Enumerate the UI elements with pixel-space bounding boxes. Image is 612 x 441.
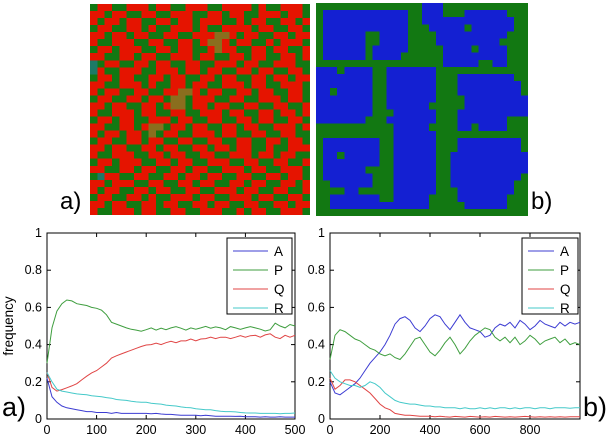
y-tick-label: 0.6 bbox=[25, 300, 42, 314]
y-tick-label: 0 bbox=[35, 412, 42, 426]
lattice-snapshot-a bbox=[90, 4, 310, 215]
legend-label-A: A bbox=[274, 244, 283, 259]
series-line-A bbox=[46, 377, 295, 418]
x-tick-label: 400 bbox=[235, 423, 256, 437]
x-tick-label: 800 bbox=[520, 423, 541, 437]
series-line-R bbox=[46, 372, 296, 415]
lattice-snapshot-b bbox=[316, 3, 528, 216]
y-tick-label: 0.6 bbox=[308, 300, 325, 314]
y-tick-label: 0.4 bbox=[308, 338, 325, 352]
x-tick-label: 200 bbox=[370, 423, 391, 437]
x-tick-label: 200 bbox=[136, 423, 157, 437]
x-tick-label: 400 bbox=[420, 423, 441, 437]
legend-label-A: A bbox=[560, 244, 569, 259]
y-tick-label: 0.4 bbox=[25, 338, 42, 352]
x-tick-label: 500 bbox=[285, 423, 306, 437]
axes-box bbox=[329, 232, 581, 420]
chart-a-label: a) bbox=[2, 392, 27, 422]
lattice-b-label: b) bbox=[531, 188, 553, 215]
legend-label-R: R bbox=[560, 301, 570, 316]
legend-label-P: P bbox=[274, 263, 283, 278]
y-tick-label: 0.8 bbox=[308, 263, 325, 277]
series-line-P bbox=[46, 299, 296, 364]
y-tick-label: 1 bbox=[35, 226, 42, 240]
x-tick-label: 100 bbox=[86, 423, 107, 437]
legend-label-Q: Q bbox=[560, 282, 571, 297]
y-tick-label: 0.2 bbox=[25, 375, 42, 389]
legend-label-P: P bbox=[560, 263, 569, 278]
x-tick-label: 0 bbox=[44, 423, 51, 437]
x-tick-label: 300 bbox=[185, 423, 206, 437]
series-line-Q bbox=[46, 333, 296, 392]
lattice-a-label: a) bbox=[60, 188, 82, 215]
x-tick-label: 600 bbox=[470, 423, 491, 437]
y-axis-label: frequency bbox=[1, 296, 16, 356]
series-line-P bbox=[329, 327, 581, 361]
y-tick-label: 0 bbox=[318, 412, 325, 426]
chart-b-label: b) bbox=[583, 392, 608, 422]
series-line-R bbox=[329, 370, 580, 410]
legend-label-Q: Q bbox=[274, 282, 285, 297]
x-tick-label: 0 bbox=[327, 423, 334, 437]
series-line-A bbox=[329, 313, 581, 396]
series-line-Q bbox=[329, 377, 580, 418]
y-tick-label: 0.8 bbox=[25, 263, 42, 277]
legend-label-R: R bbox=[274, 301, 284, 316]
y-tick-label: 0.2 bbox=[308, 375, 325, 389]
y-tick-label: 1 bbox=[318, 226, 325, 240]
